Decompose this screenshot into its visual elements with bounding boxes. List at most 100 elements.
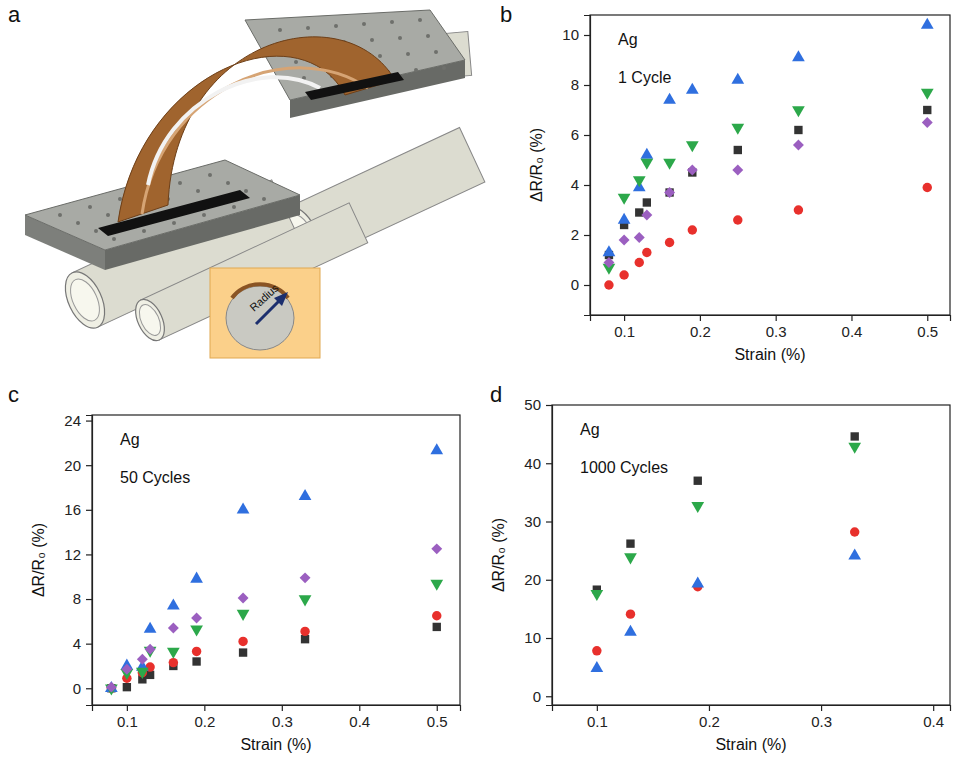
tick-mark xyxy=(584,235,590,236)
point-diamond xyxy=(634,232,645,243)
point-circle xyxy=(192,647,201,656)
rod-end xyxy=(130,295,171,345)
data-points xyxy=(603,18,934,290)
tick-label: 20 xyxy=(64,456,81,473)
tick-label: 50 xyxy=(524,396,541,413)
film xyxy=(118,37,395,222)
tick-label: 20 xyxy=(524,571,541,588)
tick: 0 xyxy=(533,688,552,705)
tick-mark xyxy=(933,705,934,711)
hole xyxy=(362,22,366,26)
panel-a: aRadius xyxy=(8,2,485,358)
hole xyxy=(106,213,110,217)
point-circle xyxy=(688,225,697,234)
point-diamond xyxy=(238,592,249,603)
annotation: Ag xyxy=(120,431,140,448)
annotation: Ag xyxy=(618,31,638,48)
axis-line xyxy=(553,706,951,712)
point-diamond xyxy=(431,543,442,554)
point-triangle-up xyxy=(624,625,637,636)
point-diamond xyxy=(619,235,630,246)
annotation: 1000 Cycles xyxy=(580,459,668,476)
hole xyxy=(172,221,176,225)
y-axis: 04812162024 xyxy=(64,412,92,706)
tick: 0.3 xyxy=(766,315,787,340)
axis-line xyxy=(93,706,461,712)
hole xyxy=(398,36,402,40)
point-triangle-up xyxy=(237,502,250,513)
tick-mark xyxy=(546,580,552,581)
y-axis-title: ΔR/R₀ (%) xyxy=(528,128,545,202)
tick: 2 xyxy=(571,226,590,243)
point-circle xyxy=(238,637,247,646)
point-triangle-up xyxy=(618,213,631,224)
rod-end xyxy=(57,266,112,334)
point-triangle-up xyxy=(105,681,118,692)
tick-label: 8 xyxy=(73,590,81,607)
tick-mark xyxy=(546,638,552,639)
tick-label: 0.5 xyxy=(427,713,448,730)
x-axis-title: Strain (%) xyxy=(240,736,311,753)
point-diamond xyxy=(687,165,698,176)
point-triangle-down xyxy=(633,176,646,187)
point-triangle-down xyxy=(848,443,861,454)
tick: 0.4 xyxy=(349,705,370,730)
hole xyxy=(442,66,446,70)
series xyxy=(603,89,934,275)
point-triangle-up xyxy=(848,549,861,560)
hole xyxy=(178,181,182,185)
data-points xyxy=(105,443,443,695)
tick: 0.1 xyxy=(614,315,635,340)
hole xyxy=(202,213,206,217)
rod-hole xyxy=(135,301,165,338)
point-triangle-down xyxy=(237,610,250,621)
point-diamond xyxy=(145,644,156,655)
point-triangle-down xyxy=(691,502,704,513)
axis-line xyxy=(584,16,591,316)
tick-label: 6 xyxy=(571,126,579,143)
tick-label: 30 xyxy=(524,513,541,530)
panel-letter: b xyxy=(500,2,512,27)
tick-label: 0.2 xyxy=(194,713,215,730)
tick-label: 0.1 xyxy=(587,713,608,730)
point-triangle-up xyxy=(731,73,744,84)
tick: 30 xyxy=(524,513,552,530)
tick-mark xyxy=(282,705,283,711)
tick: 0.4 xyxy=(842,315,863,340)
tick: 24 xyxy=(64,412,92,429)
tick-label: 0.2 xyxy=(690,323,711,340)
tick-mark xyxy=(127,705,128,711)
hole xyxy=(142,229,146,233)
point-triangle-down xyxy=(618,194,631,205)
clamp xyxy=(98,190,250,236)
point-triangle-down xyxy=(921,89,934,100)
tick-mark xyxy=(86,554,92,555)
series xyxy=(107,623,441,693)
inset-box xyxy=(210,268,320,358)
point-triangle-down xyxy=(624,553,637,564)
point-diamond xyxy=(664,187,675,198)
point-circle xyxy=(592,646,601,655)
point-triangle-down xyxy=(686,141,699,152)
hole xyxy=(262,197,266,201)
x-axis-title: Strain (%) xyxy=(734,346,805,363)
data-points xyxy=(590,432,861,672)
tick: 16 xyxy=(64,501,92,518)
tick-label: 0.3 xyxy=(811,713,832,730)
hole xyxy=(226,181,230,185)
point-triangle-down xyxy=(792,106,805,117)
point-diamond xyxy=(732,165,743,176)
tick: 0.5 xyxy=(427,705,448,730)
tick: 10 xyxy=(524,629,552,646)
point-circle xyxy=(642,248,651,257)
panel-b: b0.10.20.30.40.50246810Strain (%)ΔR/R₀ (… xyxy=(500,2,951,363)
tick: 4 xyxy=(571,176,590,193)
tick-label: 0.4 xyxy=(923,713,944,730)
point-diamond xyxy=(106,682,117,693)
point-square xyxy=(146,671,154,679)
point-square xyxy=(433,623,441,631)
series xyxy=(590,443,861,601)
point-triangle-up xyxy=(792,50,805,61)
point-triangle-down xyxy=(640,159,653,170)
hole xyxy=(94,229,98,233)
